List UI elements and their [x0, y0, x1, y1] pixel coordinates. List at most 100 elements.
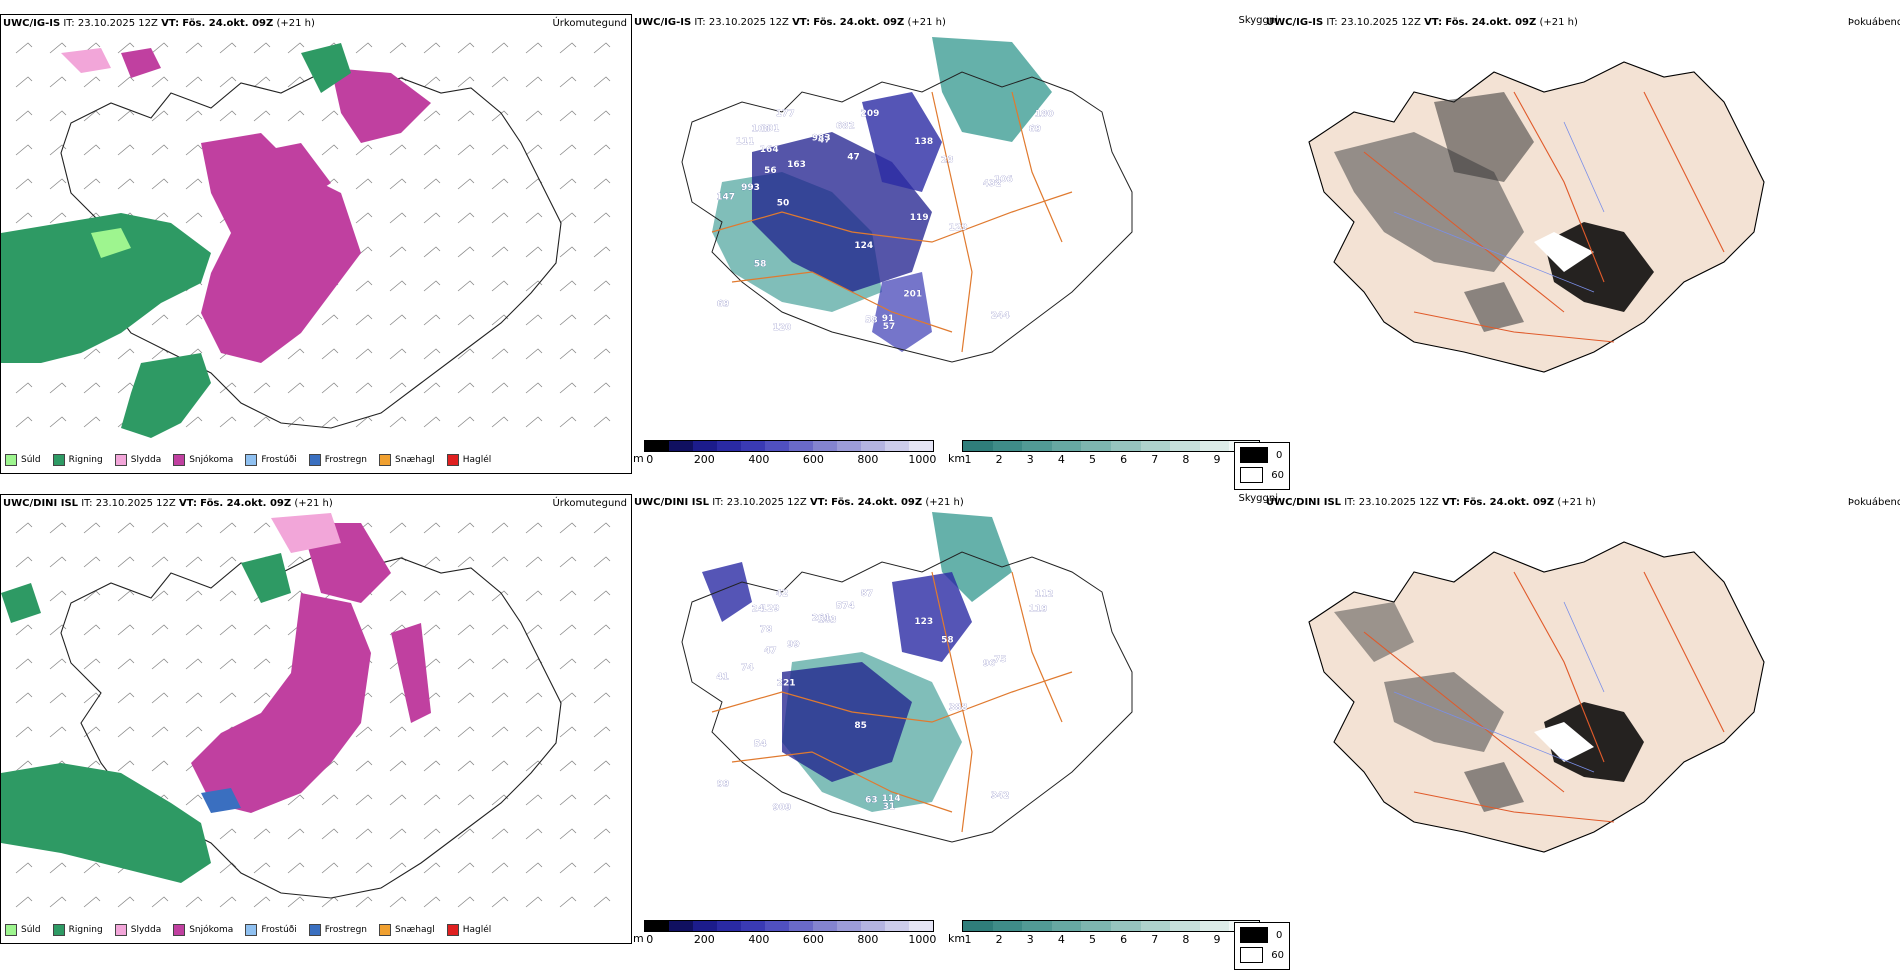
colorbar-cell [992, 441, 1023, 451]
visibility-value-label: 983 [812, 134, 831, 144]
vt-value: Fös. 24.okt. 09Z [831, 497, 923, 508]
vt-value: Fös. 24.okt. 09Z [1463, 497, 1555, 508]
visibility-value-label: 138 [914, 137, 933, 147]
vt-label: VT: [178, 498, 197, 509]
visibility-value-label: 201 [903, 290, 922, 300]
vt-value: Fös. 24.okt. 09Z [1445, 17, 1537, 28]
legend-label: Snæhagl [395, 455, 435, 465]
colorbar-cell [693, 921, 717, 931]
colorbar-cell [885, 921, 909, 931]
colorbar-cell [1170, 441, 1200, 451]
it-label: IT: [712, 497, 724, 508]
visibility-value-label: 99 [787, 640, 800, 650]
vt-label: VT: [809, 497, 828, 508]
fog-legend-swatch [1240, 467, 1264, 483]
colorbar-cell [861, 441, 885, 451]
colorbar-cell [813, 441, 837, 451]
visibility-value-label: 31 [883, 802, 896, 812]
visibility-value-label: 388 [949, 703, 968, 713]
it-value: 23.10.2025 12Z [77, 18, 158, 29]
fog-map [1308, 61, 1765, 373]
legend-label: Frostúði [261, 455, 297, 465]
panel-kind: Skyggni [1238, 493, 1278, 504]
panel-header: UWC/DINI ISL IT: 23.10.2025 12Z VT: Fös.… [634, 493, 1278, 511]
visibility-value-label: 111 [736, 137, 755, 147]
fog-legend-item: 0 [1240, 447, 1284, 463]
model-name: UWC/IG-IS [634, 17, 692, 28]
visibility-value-label: 58 [754, 260, 767, 270]
visibility-value-label: 108 [752, 124, 771, 134]
it-label: IT: [81, 498, 93, 509]
colorbar-cell [717, 921, 741, 931]
colorbar-tick: 2 [995, 453, 1003, 466]
fog-panel-dini: UWC/DINI ISL IT: 23.10.2025 12Z VT: Fös.… [1234, 494, 1900, 970]
visibility-value-label: 69 [1029, 125, 1042, 135]
legend-swatch [245, 924, 258, 936]
visibility-map: 57 58 69 91 129 163 138 120 124 101 50 69 209 993 164 1… [681, 37, 1133, 363]
visibility-value-label: 47 [847, 153, 860, 163]
legend-swatch [114, 924, 127, 936]
visibility-value-label: 57 [883, 322, 896, 332]
legend-swatch [5, 454, 17, 466]
colorbar-cell [1140, 441, 1171, 451]
iceland-land [1308, 541, 1765, 853]
visibility-value-label: 41 [716, 673, 729, 683]
it-label: IT: [1326, 17, 1338, 28]
colorbar-tick: 1 [964, 453, 972, 466]
visibility-value-label: 119 [1029, 605, 1048, 615]
colorbar-tick: 1 [964, 933, 972, 946]
legend-label: Slydda [130, 455, 162, 465]
colorbar-tick: 0 [646, 453, 654, 466]
it-label: IT: [694, 17, 706, 28]
legend-item: Súld [5, 924, 41, 936]
visibility-value-label: 682 [836, 122, 855, 132]
colorbar-tick: 9 [1213, 453, 1221, 466]
colorbar-cell [645, 441, 669, 451]
legend-swatch [379, 454, 392, 466]
fog-legend: 0 60 [1234, 922, 1290, 970]
colorbar-cell [909, 441, 933, 451]
visibility-value-label: 56 [764, 166, 777, 176]
iceland-outline [681, 71, 1133, 363]
visibility-value-label: 54 [754, 740, 767, 750]
precip-type-panel-ig: UWC/IG-IS IT: 23.10.2025 12Z VT: Fös. 24… [0, 14, 632, 474]
colorbar-cell [1051, 921, 1082, 931]
fog-legend-item: 0 [1240, 927, 1284, 943]
height-unit: m [633, 452, 644, 465]
colorbar-cell [789, 921, 813, 931]
drizzle-area [91, 228, 131, 258]
legend-label: Haglél [462, 925, 492, 935]
visibility-value-label: 244 [991, 311, 1010, 321]
colorbar-cell [813, 921, 837, 931]
visibility-value-label: 129 [761, 604, 780, 614]
precip-map [1, 513, 611, 908]
visibility-value-label: 75 [994, 655, 1007, 665]
precip-legend: Súld Rigning Slydda Snjókoma Frostúði Frostre… [5, 923, 491, 937]
it-value: 23.10.2025 12Z [95, 498, 176, 509]
colorbar-cell [837, 921, 861, 931]
visibility-value-label: 47 [818, 136, 831, 146]
colorbar-cell [1140, 921, 1171, 931]
panel-header: UWC/DINI ISL IT: 23.10.2025 12Z VT: Fös.… [3, 498, 629, 512]
colorbar-tick: 5 [1088, 453, 1096, 466]
model-name: UWC/IG-IS [3, 18, 61, 29]
colorbar-cell [669, 441, 693, 451]
lead-time: (+21 h) [276, 18, 315, 29]
colorbar-tick: 9 [1213, 933, 1221, 946]
it-value: 23.10.2025 12Z [708, 17, 789, 28]
model-name: UWC/IG-IS [1266, 17, 1324, 28]
legend-label: Slydda [130, 925, 162, 935]
legend-item: Slydda [114, 454, 162, 466]
legend-swatch [245, 454, 258, 466]
colorbar-tick: 5 [1088, 933, 1096, 946]
rain-area-3 [1, 583, 41, 623]
colorbar-cell [963, 441, 993, 451]
rain-area-2 [121, 353, 211, 438]
legend-label: Snjókoma [189, 925, 234, 935]
colorbar-tick: 8 [1182, 933, 1190, 946]
visibility-value-label: 261 [812, 614, 831, 624]
fog-legend-swatch [1240, 447, 1268, 463]
km-colorbar: km 12345678910 [948, 440, 1260, 466]
it-value: 23.10.2025 12Z [726, 497, 807, 508]
colorbar-tick: 6 [1120, 933, 1128, 946]
